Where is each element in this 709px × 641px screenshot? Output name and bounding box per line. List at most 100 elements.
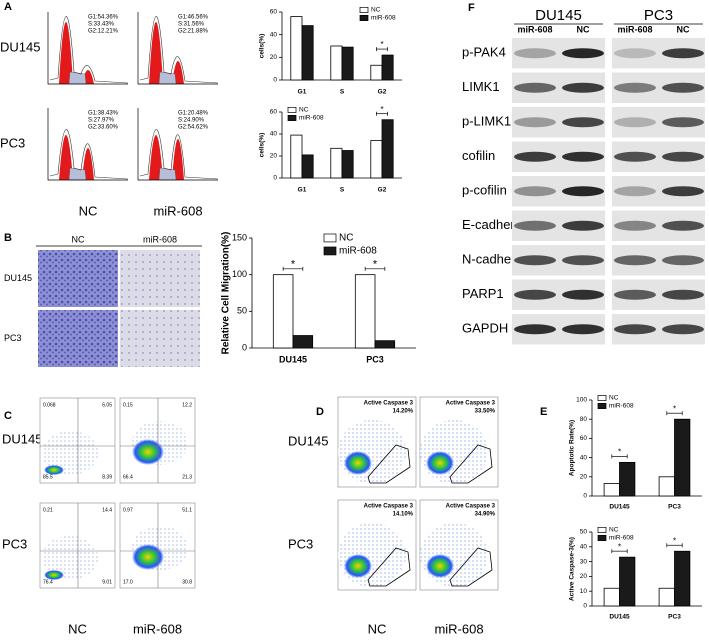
blot-band [614,186,656,197]
legend-swatch [597,534,607,541]
y-tick-label: 60 [270,9,278,16]
phase-stat: S:31.56% [178,22,205,28]
y-tick-label: 0 [583,493,587,500]
migration-image [38,250,118,307]
gate-value: 33.50% [475,409,496,415]
quadrant-value: 0.21 [43,507,53,513]
column-label: miR-608 [153,203,202,218]
bar [290,134,303,179]
phase-stat: G2:54.62% [178,125,209,131]
lane-label: NC [677,24,690,34]
y-tick-label: 100 [232,269,247,279]
x-tick-label: PC3 [366,354,384,364]
column-label: miR-608 [133,621,182,636]
quadrant-value: 76.4 [43,579,53,585]
bar [603,587,620,607]
column-label: miR-608 [434,621,483,636]
row-label: PC3 [288,536,313,551]
blot-band [614,82,656,93]
y-tick-label: 60 [580,435,588,442]
bar [619,461,636,497]
x-tick-label: S [340,187,345,194]
flow-density [426,554,454,578]
bar [301,154,314,179]
histogram-axes [47,12,128,85]
y-tick-label: 20 [580,573,588,580]
y-tick-label: 40 [580,454,588,461]
legend-label: miR-608 [609,403,634,410]
protein-label: LIMK1 [462,79,500,94]
protein-label: p-LIMK1 [462,114,511,129]
histogram-outline [49,129,129,180]
bar [381,119,394,179]
x-tick-label: DU145 [279,354,307,364]
y-axis-label: Active Caspase-3(%) [569,537,576,601]
significance-mark: * [673,536,676,545]
gate-label: Active Caspase 3 [364,504,414,510]
legend-swatch [287,106,297,113]
x-tick-label: PC3 [668,614,681,621]
lane-label: miR-608 [617,24,652,34]
bar [374,340,396,349]
legend-label: miR-608 [299,115,324,122]
blot-band [514,324,556,335]
quadrant-value: 0.068 [43,402,56,408]
histogram-fill [59,22,94,84]
blot-band [514,151,556,162]
panel-letter: B [4,232,12,244]
quadrant-value: 85.5 [43,474,53,480]
y-tick-label: 50 [237,306,247,316]
phase-stat: G2:33.60% [88,125,119,131]
column-label: miR-608 [143,234,177,244]
bar [341,46,354,81]
y-tick-label: 10 [580,588,588,595]
panel-letter: C [4,410,12,422]
blot-band [562,220,604,231]
histogram-fill [149,135,184,180]
quadrant-value: 14.4 [102,507,112,513]
x-tick-label: G1 [298,187,307,194]
gate-label: Active Caspase 3 [446,401,496,407]
blot-band [662,186,704,197]
row-label: PC3 [4,333,22,343]
y-tick-label: 40 [270,131,278,138]
flow-cloud [338,420,406,484]
panel-letter: E [540,406,547,418]
gate [449,444,493,484]
y-axis-label: Relative Cell Migration(%) [221,232,232,355]
x-tick-label: PC3 [668,504,681,511]
significance-mark: * [291,259,296,271]
protein-label: GAPDH [462,321,508,336]
bar [301,25,314,81]
flow-cloud [42,536,98,580]
blot-band [562,289,604,300]
y-tick-label: 150 [232,232,247,242]
flow-cloud [420,523,488,587]
blot-band [514,186,556,197]
flow-density [132,544,164,570]
migration-image [120,310,200,367]
blot-band [514,255,556,266]
legend-swatch [597,394,607,401]
protein-label: E-cadherin [462,217,525,232]
blot-band [662,324,704,335]
blot-band [562,82,604,93]
x-tick-label: DU145 [609,614,630,621]
protein-label: cofilin [462,148,495,163]
blot-band [614,151,656,162]
histogram-s-phase [68,71,87,85]
blot-band [514,82,556,93]
blot-band [614,117,656,128]
cell-line-header: PC3 [644,7,673,24]
blot-band [562,48,604,59]
bar [330,147,343,179]
panel-letter: A [4,1,12,13]
legend-label: NC [371,7,381,14]
y-axis-label: cells(%) [259,34,266,59]
y-tick-label: 40 [270,31,278,38]
legend-swatch [597,402,607,409]
phase-stat: G1:46.56% [178,15,209,21]
protein-label: N-cadherin [462,252,526,267]
phase-stat: G1:38.43% [88,111,119,117]
